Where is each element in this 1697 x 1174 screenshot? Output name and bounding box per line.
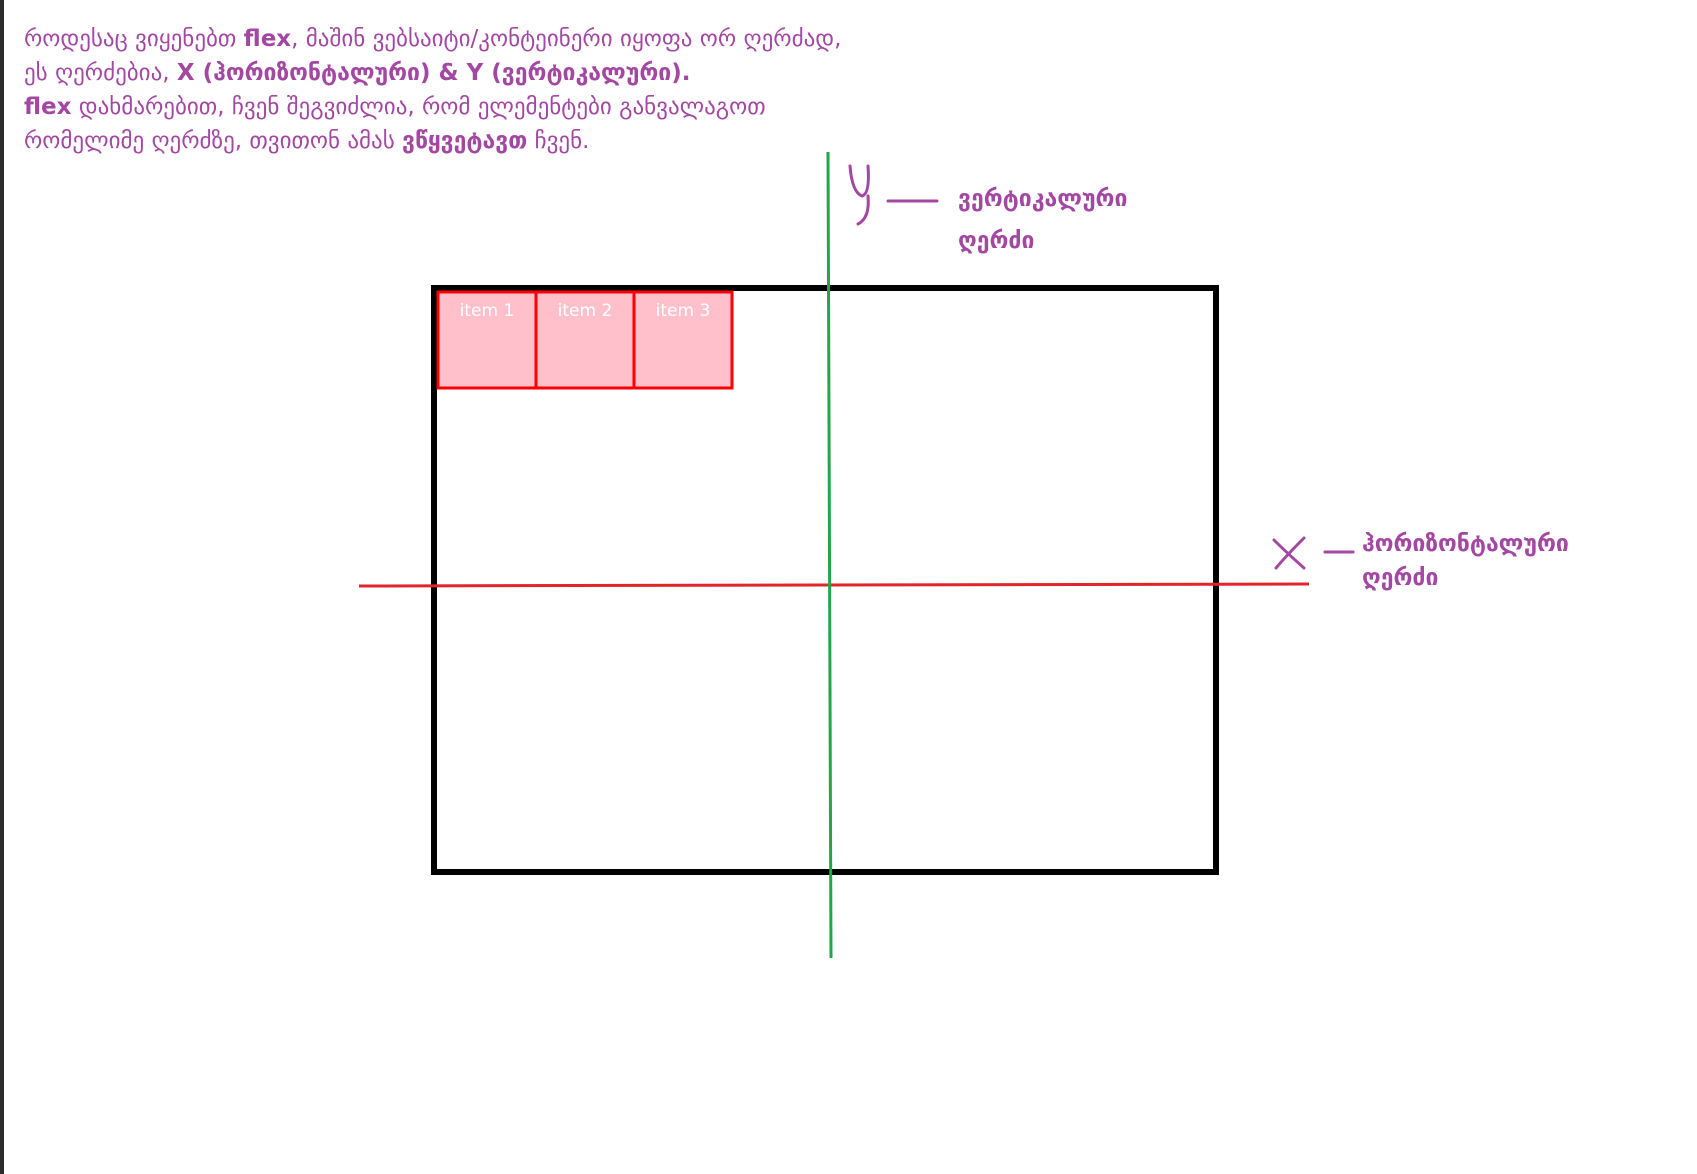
intro-line-3-end: დახმარებით, ჩვენ შეგვიძლია, რომ ელემენტე…: [71, 94, 766, 120]
intro-line-2: ეს ღერძებია, X (ჰორიზონტალური) & Y (ვერტ…: [24, 56, 841, 90]
x-axis-label-line-1: ჰორიზონტალური: [1362, 531, 1569, 557]
intro-text: როდესაც ვიყენებთ flex, მაშინ ვებსაიტი/კო…: [24, 22, 841, 158]
x-axis-label-line-2: ღერძი: [1362, 565, 1439, 591]
flex-item-2-label: item 2: [558, 301, 613, 321]
x-axis-label: ჰორიზონტალური ღერძი: [1362, 527, 1569, 595]
x-axis-line: [358, 582, 1310, 588]
window-left-edge: [0, 0, 4, 1174]
flex-item-1-label: item 1: [460, 301, 515, 321]
decide-word: ვწყვეტავთ: [402, 128, 528, 154]
intro-line-4: რომელიმე ღერძზე, თვითონ ამას ვწყვეტავთ ჩ…: [24, 124, 841, 158]
intro-line-4-start: რომელიმე ღერძზე, თვითონ ამას: [24, 128, 403, 154]
flex-item-1: item 1: [436, 290, 538, 390]
flex-item-3-label: item 3: [656, 301, 711, 321]
y-axis-line: [826, 151, 833, 959]
y-axis-marker: [848, 164, 939, 226]
flex-item-3: item 3: [632, 290, 734, 390]
x-axis-marker: [1272, 536, 1355, 570]
intro-line-2-start: ეს ღერძებია,: [24, 60, 177, 86]
intro-line-4-end: ჩვენ.: [527, 128, 590, 154]
flex-keyword: flex: [243, 26, 292, 52]
flex-keyword: flex: [24, 94, 72, 120]
flex-item-2: item 2: [534, 290, 636, 390]
y-axis-label: ვერტიკალური ღერძი: [958, 182, 1127, 258]
intro-line-1: როდესაც ვიყენებთ flex, მაშინ ვებსაიტი/კო…: [24, 22, 841, 56]
y-axis-label-line-2: ღერძი: [958, 228, 1035, 254]
intro-line-1-end: , მაშინ ვებსაიტი/კონტეინერი იყოფა ორ ღერ…: [291, 26, 842, 52]
intro-line-3: flex დახმარებით, ჩვენ შეგვიძლია, რომ ელე…: [24, 90, 841, 124]
intro-line-1-start: როდესაც ვიყენებთ: [24, 26, 244, 52]
axes-names: X (ჰორიზონტალური) & Y (ვერტიკალური).: [176, 60, 691, 86]
flex-container: [431, 285, 1219, 875]
y-axis-label-line-1: ვერტიკალური: [958, 186, 1128, 212]
